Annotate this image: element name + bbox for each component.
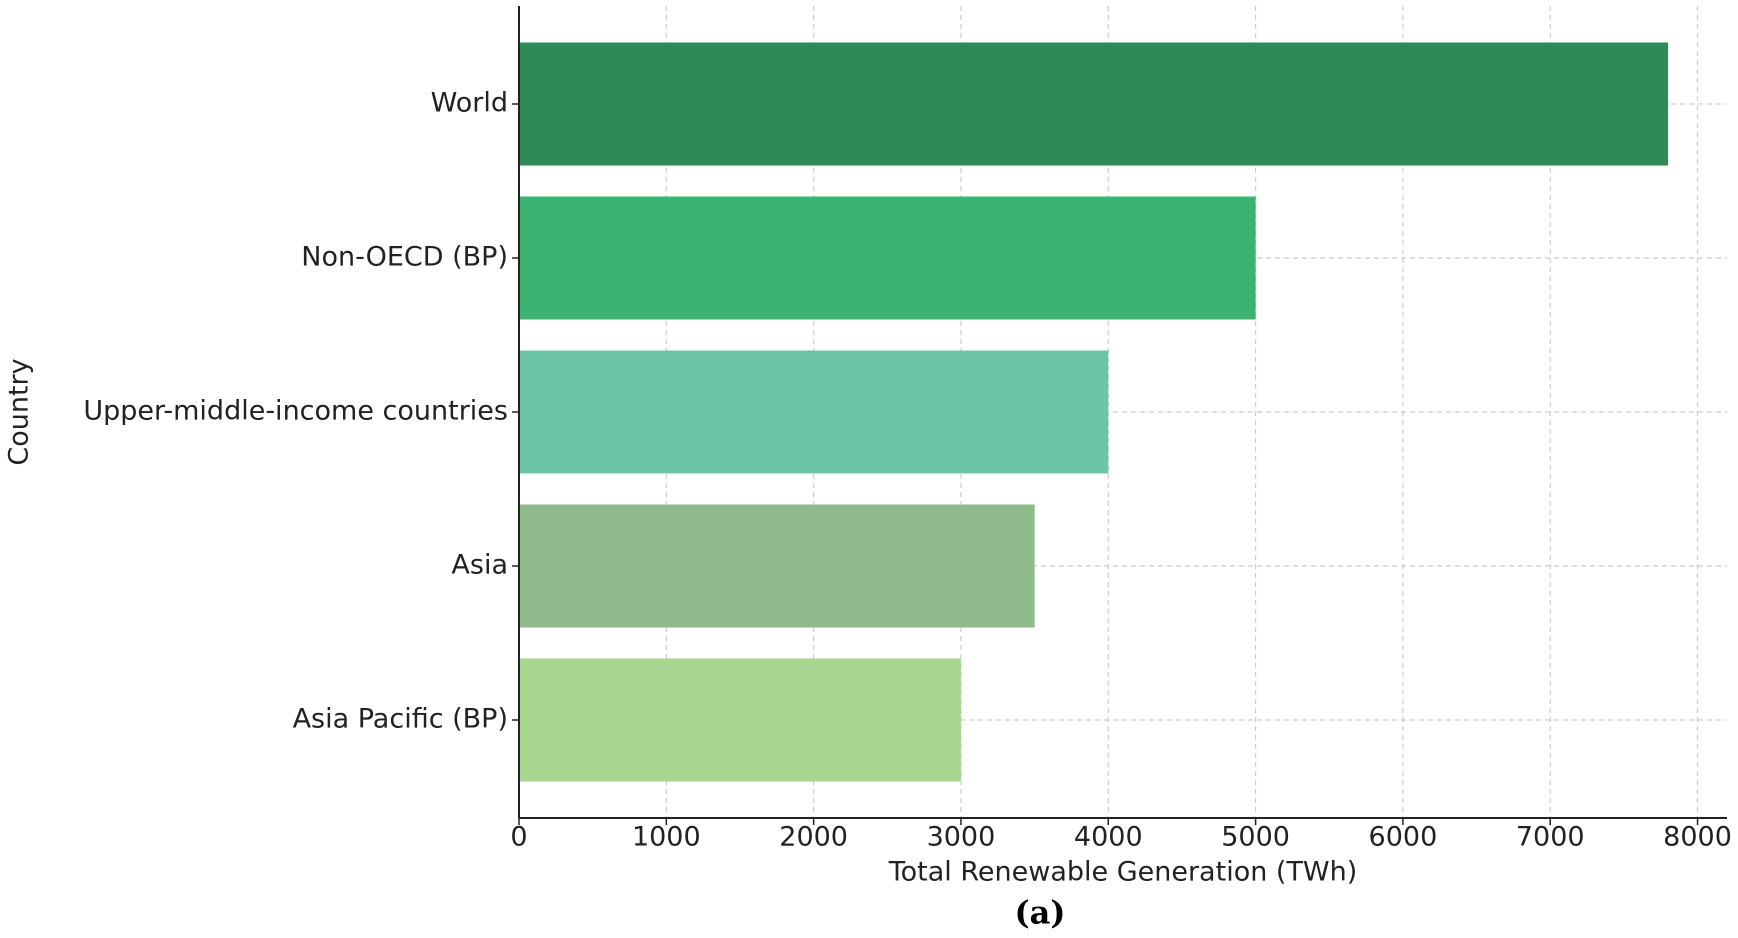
- bar: [519, 504, 1035, 628]
- y-tick-label: Asia Pacific (BP): [293, 704, 508, 735]
- x-tick-label: 4000: [1074, 822, 1143, 853]
- caption: (a): [1014, 894, 1065, 932]
- bar: [519, 350, 1109, 474]
- x-tick-label: 0: [510, 822, 527, 853]
- x-axis-label: Total Renewable Generation (TWh): [888, 857, 1358, 888]
- x-tick-label: 1000: [632, 822, 701, 853]
- y-tick-label: Asia: [451, 550, 508, 581]
- x-tick-label: 2000: [779, 822, 848, 853]
- x-tick-label: 7000: [1516, 822, 1585, 853]
- x-tick-label: 5000: [1221, 822, 1290, 853]
- bar: [519, 196, 1256, 320]
- x-tick-label: 3000: [927, 822, 996, 853]
- x-tick-label: 8000: [1663, 822, 1732, 853]
- y-tick-label: World: [431, 88, 508, 119]
- y-tick-label: Upper-middle-income countries: [83, 396, 508, 427]
- x-tick-label: 6000: [1369, 822, 1438, 853]
- y-tick-label: Non-OECD (BP): [301, 242, 508, 273]
- y-axis-label: Country: [4, 358, 35, 465]
- bar: [519, 658, 961, 782]
- bar: [519, 42, 1669, 166]
